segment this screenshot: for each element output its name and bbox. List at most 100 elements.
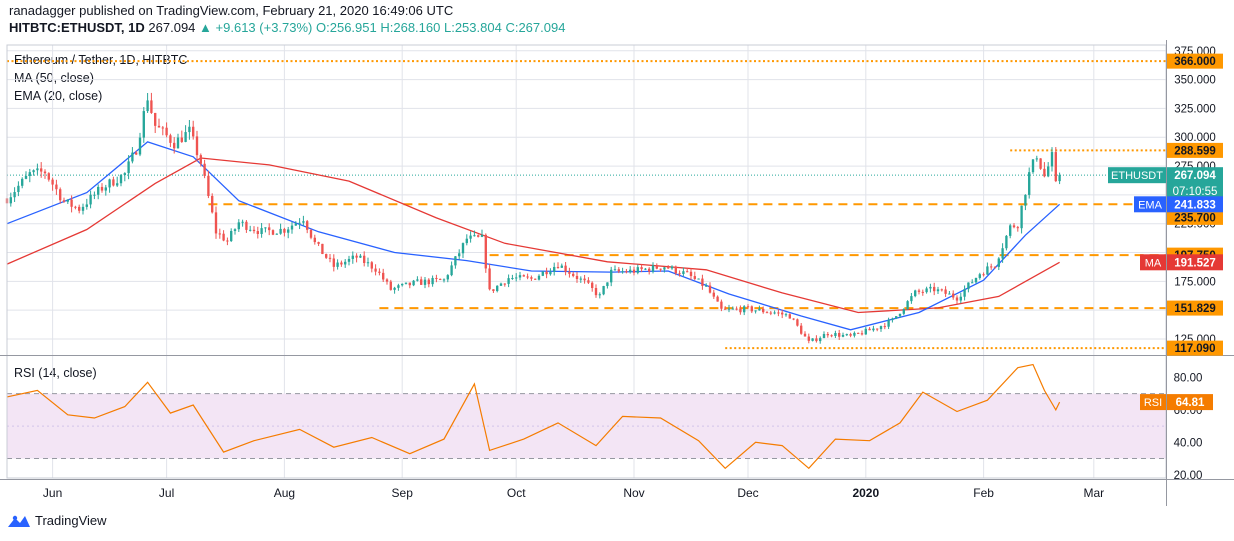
ohlc-header: HITBTC:ETHUSDT, 1D 267.094 ▲ +9.613 (+3.… [9,20,565,35]
candle-body [336,262,339,267]
level-label-box [1167,340,1223,356]
candle-body [777,312,780,314]
candle-body [796,319,799,326]
candle-body [534,278,537,280]
candle-body [739,308,742,313]
candle-body [579,278,582,280]
candle-body [32,170,35,173]
candle-body [682,271,685,274]
rsi-legend: RSI (14, close) [14,366,97,380]
candle-body [1047,166,1050,177]
candle-body [287,229,290,233]
candle-body [553,266,556,272]
candle-body [355,255,358,258]
candle-body [81,206,85,211]
candle-body [993,266,997,268]
candle-body [1012,225,1016,228]
ema-legend: EMA (20, close) [14,89,103,103]
candle-body [655,265,658,269]
candle-body [9,197,12,204]
candle-body [279,228,282,234]
candle-body [332,258,335,267]
candle-body [378,271,381,273]
candle-body [40,168,43,172]
candle-body [135,152,138,155]
published-text: published on TradingView.com, February 2… [79,3,454,18]
candle-body [807,336,810,341]
candle-body [545,271,548,275]
rsi-tag-box [1140,394,1166,411]
candle-body [883,326,886,328]
candle-body [526,276,529,278]
candle-body [868,328,871,331]
candle-body [461,243,465,254]
candle-body [442,279,446,281]
ma-tag-box [1140,254,1166,271]
candle-body [1020,205,1023,229]
series-legend-title: Ethereum / Tether, 1D, HITBTC [14,53,188,67]
candle-body [404,282,408,284]
candle-body [914,290,917,297]
tradingview-logo[interactable]: TradingView [7,513,107,528]
ma-value-box [1167,254,1223,271]
horizontal-levels [7,60,1166,350]
level-label-box [1167,142,1223,158]
author-name[interactable]: ranadagger [9,3,76,18]
candle-body [560,265,563,268]
rsi-band [7,393,1166,460]
candle-body [617,269,620,272]
candle-body [28,172,31,176]
publish-info: ranadagger published on TradingView.com,… [9,3,453,18]
candle-body [705,285,708,287]
candle-body [667,267,670,269]
candle-body [788,314,791,319]
candle-body [997,258,1000,267]
candle-body [727,308,731,310]
candle-body [70,199,73,207]
candle-body [765,312,769,314]
candle-body [845,334,848,336]
level-label-box [1167,53,1223,69]
candle-body [1035,158,1038,160]
candle-body [260,228,263,235]
candle-body [154,112,157,126]
candle-body [496,285,499,292]
candle-body [1054,152,1057,182]
candle-body [606,282,609,287]
candle-body [686,271,689,273]
rsi-value-box [1167,394,1213,411]
candle-body [803,333,807,337]
candle-body [933,286,936,292]
candle-body [644,268,647,270]
candle-body [849,334,852,336]
candle-body [78,206,81,211]
candle-body [188,126,191,133]
candle-body [537,275,541,280]
candle-body [887,320,890,327]
candle-body [967,282,970,290]
candle-body [541,271,544,276]
candle-body [328,257,332,259]
candle-body [511,278,514,280]
candle-body [784,314,788,316]
candle-body [100,186,104,191]
candle-body [879,326,883,330]
candle-body [173,142,176,149]
candle-body [640,267,643,270]
candle-body [1005,235,1008,249]
candle-body [693,276,696,279]
candle-body [176,137,180,149]
ema-tag: EMA [1138,199,1163,211]
candle-body [716,296,719,302]
price-tick-label: 350.000 [1174,75,1216,87]
ma-legend: MA (50, close) [14,71,94,85]
candle-body [252,229,256,232]
candle-body [165,127,168,136]
candle-body [815,338,818,342]
candle-body [758,308,761,311]
candle-body [313,237,316,243]
candle-body [1031,159,1035,173]
candle-body [401,283,404,286]
candle-body [860,333,864,335]
